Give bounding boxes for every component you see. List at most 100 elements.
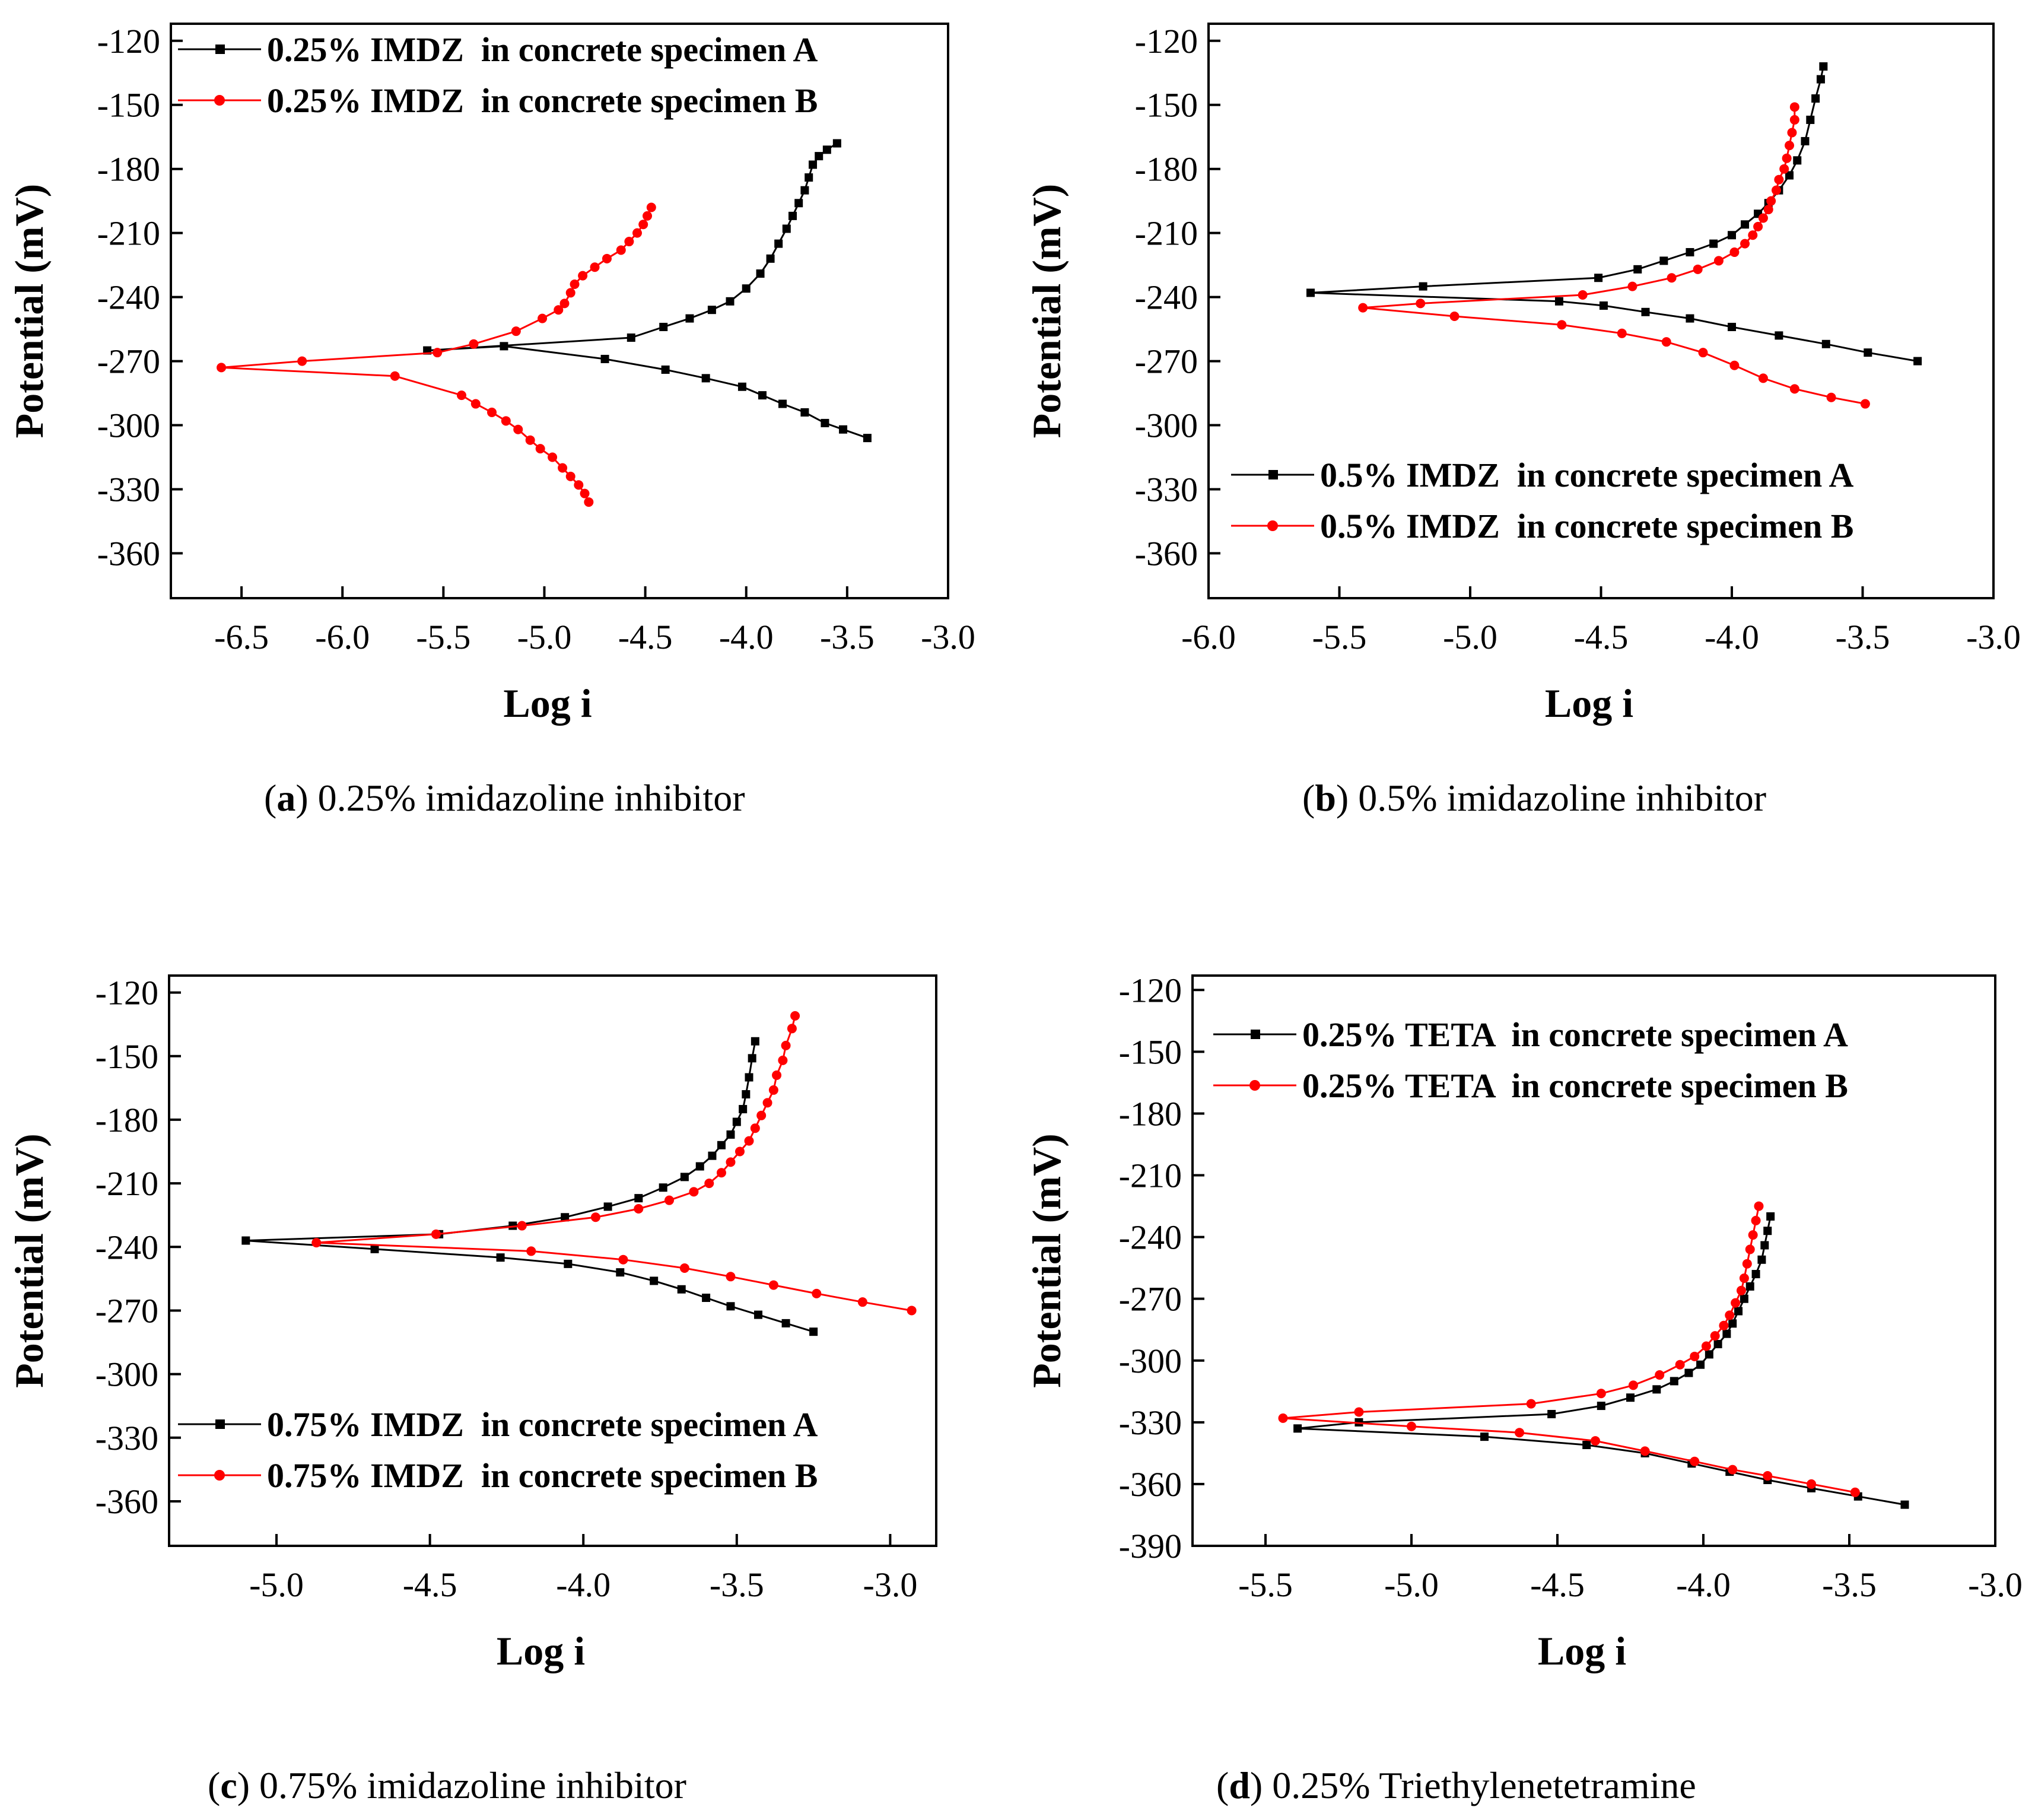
data-point xyxy=(241,1236,250,1245)
data-point xyxy=(1596,1389,1606,1399)
data-point xyxy=(1710,1331,1720,1341)
data-point xyxy=(661,365,670,374)
y-tick-label: -330 xyxy=(1119,1403,1182,1442)
chart-panel-c: -5.0 -4.5 -4.0 -3.5 -3.0 -120 -150 -180 -210 -240… xyxy=(0,961,1018,1820)
data-point xyxy=(1754,1201,1764,1211)
data-point xyxy=(561,1213,570,1222)
chart-panel-d: -5.5 -5.0 -4.5 -4.0 -3.5 -3.0 -120 -150 -180 -210… xyxy=(1018,961,2035,1820)
x-tick-label: -5.0 xyxy=(249,1565,304,1604)
data-point xyxy=(863,434,872,443)
data-point xyxy=(1758,213,1768,223)
data-point xyxy=(1594,274,1603,282)
y-tick-label: -270 xyxy=(96,1291,158,1330)
y-tick-label: -210 xyxy=(1119,1157,1182,1195)
data-point xyxy=(762,1098,772,1108)
data-point xyxy=(564,1259,573,1268)
data-point xyxy=(1763,205,1773,215)
data-point xyxy=(782,224,791,233)
data-point xyxy=(1860,399,1870,409)
y-tick-label: -360 xyxy=(1135,534,1198,573)
data-point xyxy=(627,333,635,342)
data-point xyxy=(758,391,767,400)
data-point xyxy=(726,297,734,306)
data-point xyxy=(702,1294,711,1303)
x-tick-label: -3.0 xyxy=(921,618,975,656)
data-point xyxy=(1659,256,1668,265)
x-tick-label: -4.5 xyxy=(1530,1565,1585,1604)
data-point xyxy=(433,348,443,358)
data-point xyxy=(1826,392,1836,402)
data-point xyxy=(1719,1320,1729,1330)
data-point xyxy=(1819,62,1828,71)
data-point xyxy=(646,202,656,212)
y-tick-label: -150 xyxy=(96,1037,158,1076)
data-point xyxy=(778,1055,788,1065)
legend-marker xyxy=(1267,520,1278,531)
x-tick-label: -4.0 xyxy=(1705,618,1759,656)
legend-entry-B: 0.5% IMDZ in concrete specimen B xyxy=(1231,507,1853,545)
data-point xyxy=(805,173,813,182)
data-point xyxy=(689,1187,699,1197)
data-point xyxy=(756,269,765,278)
data-point xyxy=(815,152,823,161)
data-point xyxy=(809,160,818,169)
x-tick-label: -6.0 xyxy=(1181,618,1236,656)
data-point xyxy=(737,382,746,391)
data-point xyxy=(685,314,694,323)
data-point xyxy=(496,1253,505,1262)
data-point xyxy=(1728,1319,1737,1328)
x-tick-label: -3.5 xyxy=(1836,618,1890,656)
y-tick-label: -270 xyxy=(1135,342,1198,381)
data-point xyxy=(788,211,797,220)
data-point xyxy=(618,1254,628,1265)
data-point xyxy=(707,306,716,315)
data-point xyxy=(1725,1310,1735,1320)
data-point xyxy=(1667,273,1677,283)
data-point xyxy=(1526,1399,1536,1409)
x-tick-label: -4.0 xyxy=(719,618,774,656)
y-tick-label: -120 xyxy=(1119,971,1182,1009)
data-point xyxy=(487,407,497,417)
y-tick-label: -360 xyxy=(96,1482,158,1521)
y-tick-label: -330 xyxy=(96,1419,158,1457)
data-point xyxy=(565,288,575,298)
data-point xyxy=(603,1202,612,1211)
data-point xyxy=(734,1146,745,1157)
data-point xyxy=(1686,314,1694,323)
y-tick-label: -360 xyxy=(97,534,160,573)
data-point xyxy=(1751,1215,1761,1225)
data-point xyxy=(431,1229,441,1239)
y-tick-label: -180 xyxy=(97,150,160,189)
data-point xyxy=(739,1105,748,1114)
data-point xyxy=(772,1070,782,1080)
data-point xyxy=(907,1306,917,1316)
y-tick-label: -330 xyxy=(97,470,160,509)
legend-marker xyxy=(214,95,225,106)
data-point xyxy=(754,1310,763,1319)
data-point xyxy=(1740,1294,1748,1303)
data-point xyxy=(1582,1441,1591,1450)
y-axis-label: Potential (mV) xyxy=(1024,184,1069,439)
data-point xyxy=(778,399,787,408)
data-point xyxy=(1745,1244,1755,1254)
legend-entry-B: 0.75% IMDZ in concrete specimen B xyxy=(178,1456,818,1495)
series-B xyxy=(311,1011,917,1316)
data-point xyxy=(1806,115,1815,124)
data-point xyxy=(1686,248,1694,257)
data-point xyxy=(508,1221,517,1230)
data-point xyxy=(809,1327,818,1336)
y-axis-label: Potential (mV) xyxy=(7,1133,52,1388)
data-point xyxy=(297,356,307,366)
y-tick-label: -390 xyxy=(1119,1527,1182,1565)
series-line xyxy=(1363,107,1866,405)
data-point xyxy=(1741,220,1750,229)
data-point xyxy=(1670,1377,1678,1386)
data-point xyxy=(1913,357,1922,366)
chart-c: -5.0 -4.5 -4.0 -3.5 -3.0 -120 -150 -180 -210 -240… xyxy=(7,974,937,1673)
data-point xyxy=(1449,311,1460,321)
data-point xyxy=(1774,174,1784,185)
x-tick-label: -3.5 xyxy=(820,618,875,656)
data-point xyxy=(1766,1212,1775,1221)
data-point xyxy=(742,284,751,293)
data-point xyxy=(800,186,809,195)
